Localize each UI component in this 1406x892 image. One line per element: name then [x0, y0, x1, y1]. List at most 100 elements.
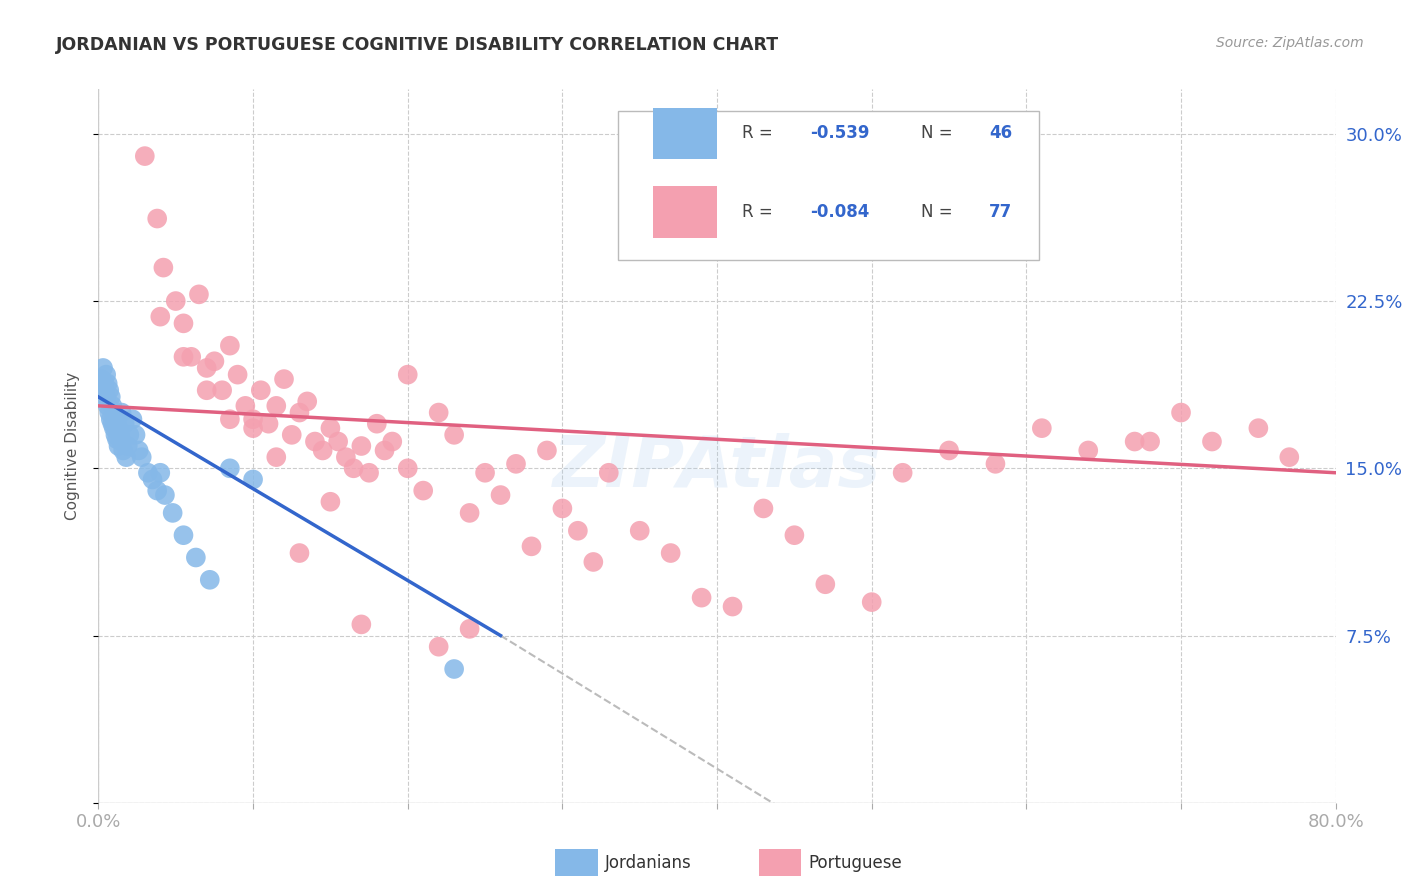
Point: [114, 417, 136, 431]
Point: [374, 443, 396, 458]
Point: [198, 573, 221, 587]
Point: [551, 501, 574, 516]
Point: [412, 483, 434, 498]
Point: [984, 457, 1007, 471]
Text: 46: 46: [990, 125, 1012, 143]
Text: N =: N =: [921, 203, 957, 221]
Point: [814, 577, 837, 591]
Point: [90, 372, 112, 386]
Point: [97, 376, 120, 391]
Point: [489, 488, 512, 502]
Text: -0.084: -0.084: [810, 203, 869, 221]
Point: [117, 439, 139, 453]
Point: [121, 412, 143, 426]
Point: [319, 421, 342, 435]
Point: [1201, 434, 1223, 449]
Point: [427, 640, 450, 654]
Point: [1031, 421, 1053, 435]
Point: [100, 412, 122, 426]
Point: [104, 427, 127, 442]
Point: [427, 405, 450, 420]
Point: [598, 466, 620, 480]
Point: [288, 405, 311, 420]
Point: [1170, 405, 1192, 420]
Point: [1278, 450, 1301, 465]
Point: [273, 372, 295, 386]
Point: [111, 434, 134, 449]
Point: [91, 360, 114, 375]
Point: [628, 524, 651, 538]
Point: [98, 384, 121, 398]
Point: [366, 417, 388, 431]
Point: [134, 149, 156, 163]
Point: [266, 450, 288, 465]
Point: [162, 506, 184, 520]
Text: Jordanians: Jordanians: [605, 854, 692, 871]
Point: [281, 427, 304, 442]
Point: [752, 501, 775, 516]
Point: [195, 360, 218, 375]
Point: [93, 376, 115, 391]
Point: [112, 443, 135, 458]
Point: [266, 399, 288, 413]
Text: Portuguese: Portuguese: [808, 854, 903, 871]
Point: [184, 550, 207, 565]
Point: [458, 506, 481, 520]
Point: [226, 368, 249, 382]
Point: [204, 354, 226, 368]
Point: [350, 617, 373, 632]
Point: [343, 461, 366, 475]
FancyBboxPatch shape: [652, 186, 717, 237]
Point: [860, 595, 883, 609]
Point: [136, 466, 159, 480]
Point: [195, 384, 218, 398]
Point: [938, 443, 960, 458]
Point: [335, 450, 357, 465]
Text: R =: R =: [742, 203, 778, 221]
Point: [250, 384, 273, 398]
Point: [690, 591, 713, 605]
Point: [105, 417, 128, 431]
Point: [103, 405, 125, 420]
Point: [350, 439, 373, 453]
Point: [211, 384, 233, 398]
Point: [536, 443, 558, 458]
Text: N =: N =: [921, 125, 957, 143]
Point: [219, 461, 242, 475]
Point: [124, 427, 146, 442]
Point: [146, 483, 169, 498]
Text: Source: ZipAtlas.com: Source: ZipAtlas.com: [1216, 36, 1364, 50]
Point: [149, 466, 172, 480]
Point: [396, 461, 419, 475]
Point: [357, 466, 380, 480]
Point: [396, 368, 419, 382]
Point: [93, 384, 115, 398]
Point: [173, 528, 195, 542]
Point: [219, 412, 242, 426]
Point: [659, 546, 682, 560]
Point: [153, 488, 176, 502]
Point: [567, 524, 589, 538]
Point: [100, 390, 122, 404]
Point: [474, 466, 496, 480]
Point: [242, 412, 264, 426]
Point: [219, 338, 242, 352]
FancyBboxPatch shape: [652, 108, 717, 159]
Text: -0.539: -0.539: [810, 125, 869, 143]
Point: [152, 260, 174, 275]
Point: [165, 293, 187, 308]
Point: [891, 466, 914, 480]
Point: [257, 417, 280, 431]
Point: [96, 368, 118, 382]
Point: [173, 317, 195, 331]
Point: [443, 427, 465, 442]
Point: [505, 457, 527, 471]
Point: [312, 443, 335, 458]
Point: [97, 399, 120, 413]
Point: [304, 434, 326, 449]
Point: [582, 555, 605, 569]
Point: [131, 450, 153, 465]
Point: [101, 399, 124, 413]
Point: [1139, 434, 1161, 449]
Point: [188, 287, 211, 301]
